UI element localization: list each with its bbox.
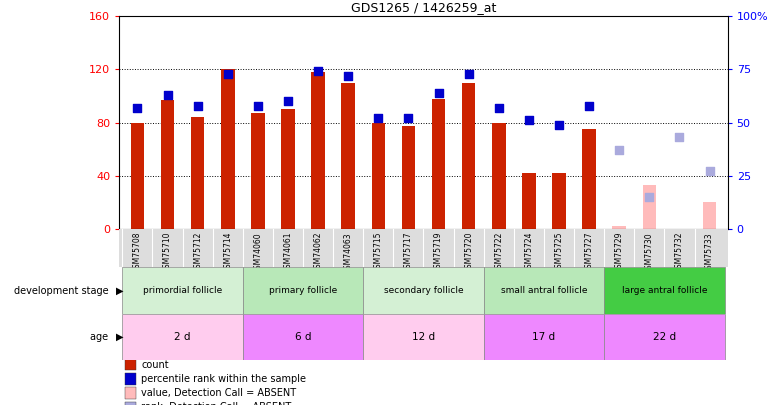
- Text: GSM74060: GSM74060: [253, 232, 263, 273]
- Bar: [131, 122, 144, 229]
- Bar: [126, 373, 136, 385]
- Bar: [402, 126, 415, 229]
- Point: [222, 70, 234, 77]
- Point: [282, 98, 294, 104]
- Text: GSM75729: GSM75729: [614, 232, 624, 273]
- Text: GSM75717: GSM75717: [404, 232, 413, 273]
- Bar: [432, 98, 445, 229]
- Point: [433, 90, 445, 96]
- Text: primary follicle: primary follicle: [269, 286, 337, 295]
- Bar: [372, 122, 385, 229]
- Bar: [462, 83, 475, 229]
- Point: [493, 104, 505, 111]
- Bar: [221, 69, 235, 229]
- Point: [613, 147, 625, 153]
- Point: [583, 102, 595, 109]
- Bar: [281, 109, 295, 229]
- Point: [372, 115, 384, 122]
- Title: GDS1265 / 1426259_at: GDS1265 / 1426259_at: [351, 1, 496, 14]
- Point: [252, 102, 264, 109]
- Text: count: count: [141, 360, 169, 370]
- Text: GSM75714: GSM75714: [223, 232, 233, 273]
- Point: [463, 70, 475, 77]
- Point: [643, 194, 655, 200]
- Text: primordial follicle: primordial follicle: [143, 286, 223, 295]
- Point: [131, 104, 143, 111]
- Text: GSM75722: GSM75722: [494, 232, 504, 273]
- Bar: [243, 267, 363, 314]
- Text: value, Detection Call = ABSENT: value, Detection Call = ABSENT: [141, 388, 296, 398]
- Text: 22 d: 22 d: [653, 332, 676, 342]
- Bar: [604, 267, 725, 314]
- Point: [162, 92, 174, 98]
- Text: GSM75708: GSM75708: [133, 232, 142, 273]
- Text: GSM74061: GSM74061: [283, 232, 293, 273]
- Point: [342, 72, 354, 79]
- Bar: [126, 359, 136, 371]
- Text: percentile rank within the sample: percentile rank within the sample: [141, 374, 306, 384]
- Point: [673, 134, 685, 141]
- Bar: [122, 314, 243, 360]
- Bar: [311, 72, 325, 229]
- Bar: [341, 83, 355, 229]
- Text: GSM75725: GSM75725: [554, 232, 564, 273]
- Bar: [161, 100, 174, 229]
- Text: large antral follicle: large antral follicle: [621, 286, 707, 295]
- Text: rank, Detection Call = ABSENT: rank, Detection Call = ABSENT: [141, 402, 292, 405]
- Text: GSM75712: GSM75712: [193, 232, 203, 273]
- Text: small antral follicle: small antral follicle: [500, 286, 588, 295]
- Bar: [363, 314, 484, 360]
- Bar: [604, 314, 725, 360]
- Bar: [612, 226, 626, 229]
- Bar: [251, 113, 265, 229]
- Bar: [191, 117, 204, 229]
- Text: secondary follicle: secondary follicle: [383, 286, 464, 295]
- Text: GSM75732: GSM75732: [675, 232, 684, 273]
- Point: [402, 115, 414, 122]
- Text: GSM75733: GSM75733: [705, 232, 714, 273]
- Text: ▶: ▶: [116, 332, 123, 342]
- Text: GSM75730: GSM75730: [644, 232, 654, 273]
- Bar: [582, 129, 596, 229]
- Bar: [126, 387, 136, 399]
- Point: [553, 122, 565, 128]
- Bar: [126, 401, 136, 405]
- Text: 12 d: 12 d: [412, 332, 435, 342]
- Bar: [552, 173, 566, 229]
- Point: [704, 168, 716, 175]
- Bar: [522, 173, 536, 229]
- Text: age: age: [90, 332, 112, 342]
- Text: GSM75715: GSM75715: [373, 232, 383, 273]
- Text: GSM74062: GSM74062: [313, 232, 323, 273]
- Text: GSM75727: GSM75727: [584, 232, 594, 273]
- Bar: [484, 267, 604, 314]
- Text: GSM75720: GSM75720: [464, 232, 474, 273]
- Bar: [243, 314, 363, 360]
- Text: GSM75710: GSM75710: [163, 232, 172, 273]
- Point: [523, 117, 535, 124]
- Text: 17 d: 17 d: [532, 332, 555, 342]
- Point: [192, 102, 204, 109]
- Bar: [492, 122, 506, 229]
- Bar: [363, 267, 484, 314]
- Text: development stage: development stage: [14, 286, 112, 296]
- Bar: [643, 185, 656, 229]
- Text: 2 d: 2 d: [174, 332, 191, 342]
- Bar: [122, 267, 243, 314]
- Text: GSM75724: GSM75724: [524, 232, 534, 273]
- Bar: [703, 202, 716, 229]
- Text: GSM74063: GSM74063: [343, 232, 353, 273]
- Text: GSM75719: GSM75719: [434, 232, 443, 273]
- Bar: [484, 314, 604, 360]
- Text: ▶: ▶: [116, 286, 123, 296]
- Text: 6 d: 6 d: [295, 332, 311, 342]
- Point: [312, 68, 324, 75]
